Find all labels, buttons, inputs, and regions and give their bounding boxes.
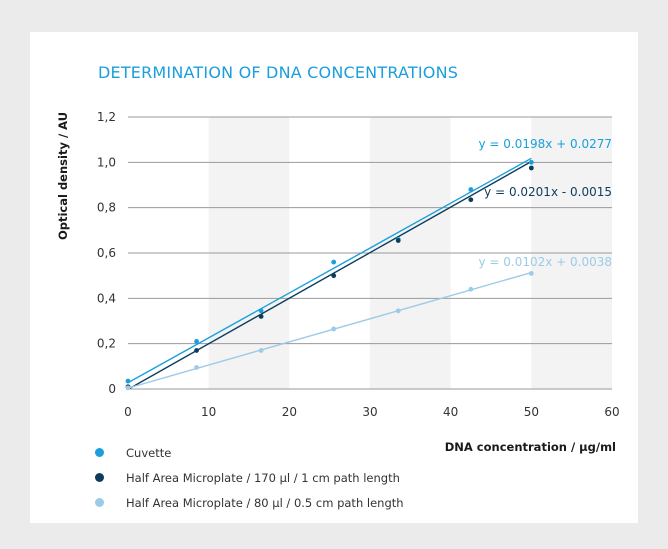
x-tick-label: 50	[524, 405, 539, 419]
y-tick-label: 0,6	[97, 246, 116, 260]
trend-equation: y = 0.0102x + 0.0038	[478, 255, 612, 269]
y-tick-label: 1,0	[97, 155, 116, 169]
data-point	[258, 314, 264, 319]
y-tick-label: 1,2	[97, 110, 116, 124]
y-tick-label: 0,2	[97, 337, 116, 351]
x-axis-label: DNA concentration / µg/ml	[445, 440, 616, 454]
chart-title: DETERMINATION OF DNA CONCENTRATIONS	[98, 63, 459, 82]
x-tick-label: 40	[443, 405, 458, 419]
data-point	[528, 165, 534, 171]
legend-item-half-area-170: Half Area Microplate / 170 µl / 1 cm pat…	[95, 465, 404, 490]
legend-marker-icon	[95, 448, 104, 457]
y-tick-label: 0	[108, 382, 116, 396]
trend-lines	[127, 157, 532, 390]
data-point	[194, 348, 199, 353]
data-point	[331, 259, 337, 265]
data-point	[528, 271, 534, 276]
x-tick-label: 30	[362, 405, 377, 419]
trend-line	[127, 160, 532, 390]
y-tick-labels: 0 0,2 0,4 0,6 0,8 1,0 1,2	[97, 110, 116, 396]
x-tick-label: 20	[282, 405, 297, 419]
legend-marker-icon	[95, 498, 104, 507]
trend-equation: y = 0.0201x - 0.0015	[484, 185, 612, 199]
data-point	[125, 385, 131, 391]
x-tick-label: 60	[604, 405, 619, 419]
legend-label: Cuvette	[126, 445, 172, 460]
data-point	[258, 348, 264, 353]
data-point	[194, 365, 199, 370]
y-tick-label: 0,8	[97, 201, 116, 215]
data-point	[395, 238, 401, 243]
legend: Cuvette Half Area Microplate / 170 µl / …	[95, 440, 404, 515]
equation-labels: y = 0.0198x + 0.0277 y = 0.0201x - 0.0015…	[478, 137, 612, 269]
legend-label: Half Area Microplate / 170 µl / 1 cm pat…	[126, 470, 400, 485]
legend-item-cuvette: Cuvette	[95, 440, 404, 465]
data-point	[528, 159, 534, 165]
x-tick-label: 10	[201, 405, 216, 419]
data-point	[468, 197, 474, 203]
data-point	[468, 187, 474, 192]
x-tick-label: 0	[124, 405, 132, 419]
data-point	[194, 339, 199, 344]
data-point	[395, 308, 401, 314]
trend-line	[127, 157, 532, 384]
trend-equation: y = 0.0198x + 0.0277	[478, 137, 612, 151]
y-axis-label: Optical density / AU	[56, 112, 70, 240]
y-tick-label: 0,4	[97, 291, 116, 305]
data-points	[125, 159, 534, 391]
legend-label: Half Area Microplate / 80 µl / 0.5 cm pa…	[126, 495, 404, 510]
legend-item-half-area-80: Half Area Microplate / 80 µl / 0.5 cm pa…	[95, 490, 404, 515]
data-point	[258, 308, 264, 314]
legend-marker-icon	[95, 473, 104, 482]
data-point	[331, 273, 337, 279]
data-point	[125, 378, 131, 384]
x-tick-labels: 0 10 20 30 40 50 60	[124, 405, 619, 419]
data-point	[468, 286, 474, 292]
data-point	[331, 326, 337, 332]
